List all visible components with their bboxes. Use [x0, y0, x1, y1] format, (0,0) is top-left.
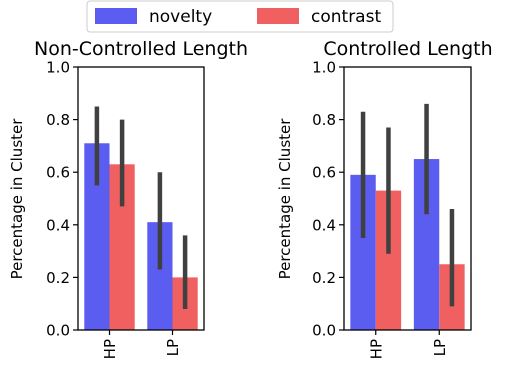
chart-title: Controlled Length [323, 38, 492, 60]
y-tick-label: 1.0 [312, 59, 336, 77]
y-tick-label: 0.6 [46, 164, 70, 182]
x-tick-label: HP [367, 339, 385, 359]
y-axis-label: Percentage in Cluster [276, 118, 294, 280]
x-ticks: HP LP [101, 330, 182, 359]
legend-label-contrast: contrast [311, 7, 381, 27]
legend-frame [86, 0, 394, 33]
legend: novelty contrast [86, 0, 394, 33]
x-tick-label: HP [101, 339, 119, 359]
y-tick-label: 0.6 [312, 164, 336, 182]
y-tick-label: 0.2 [46, 269, 70, 287]
x-tick-label: LP [431, 339, 449, 356]
y-tick-label: 0.4 [312, 216, 336, 234]
axes-frame [343, 66, 472, 331]
x-tick-label: LP [164, 339, 182, 356]
y-tick-label: 0.8 [312, 111, 336, 129]
y-ticks: 0.0 0.2 0.4 0.6 0.8 1.0 [46, 59, 78, 340]
chart-panel-controlled: Controlled Length Percentage in Cluster … [276, 38, 493, 359]
x-ticks: HP LP [367, 330, 449, 359]
bars-layer [84, 106, 198, 330]
chart-panel-non-controlled: Non-Controlled Length Percentage in Clus… [8, 38, 248, 359]
legend-label-novelty: novelty [149, 7, 212, 27]
chart-title: Non-Controlled Length [34, 38, 248, 60]
y-tick-label: 0.0 [46, 322, 70, 340]
y-tick-label: 1.0 [46, 59, 70, 77]
legend-swatch-contrast [257, 8, 299, 24]
y-tick-label: 0.2 [312, 269, 336, 287]
y-tick-label: 0.8 [46, 111, 70, 129]
y-axis-label: Percentage in Cluster [8, 118, 26, 280]
y-tick-label: 0.0 [312, 322, 336, 340]
y-ticks: 0.0 0.2 0.4 0.6 0.8 1.0 [312, 59, 344, 340]
bars-layer [350, 103, 465, 330]
y-tick-label: 0.4 [46, 216, 70, 234]
axes-frame [77, 66, 205, 331]
legend-swatch-novelty [95, 8, 137, 24]
